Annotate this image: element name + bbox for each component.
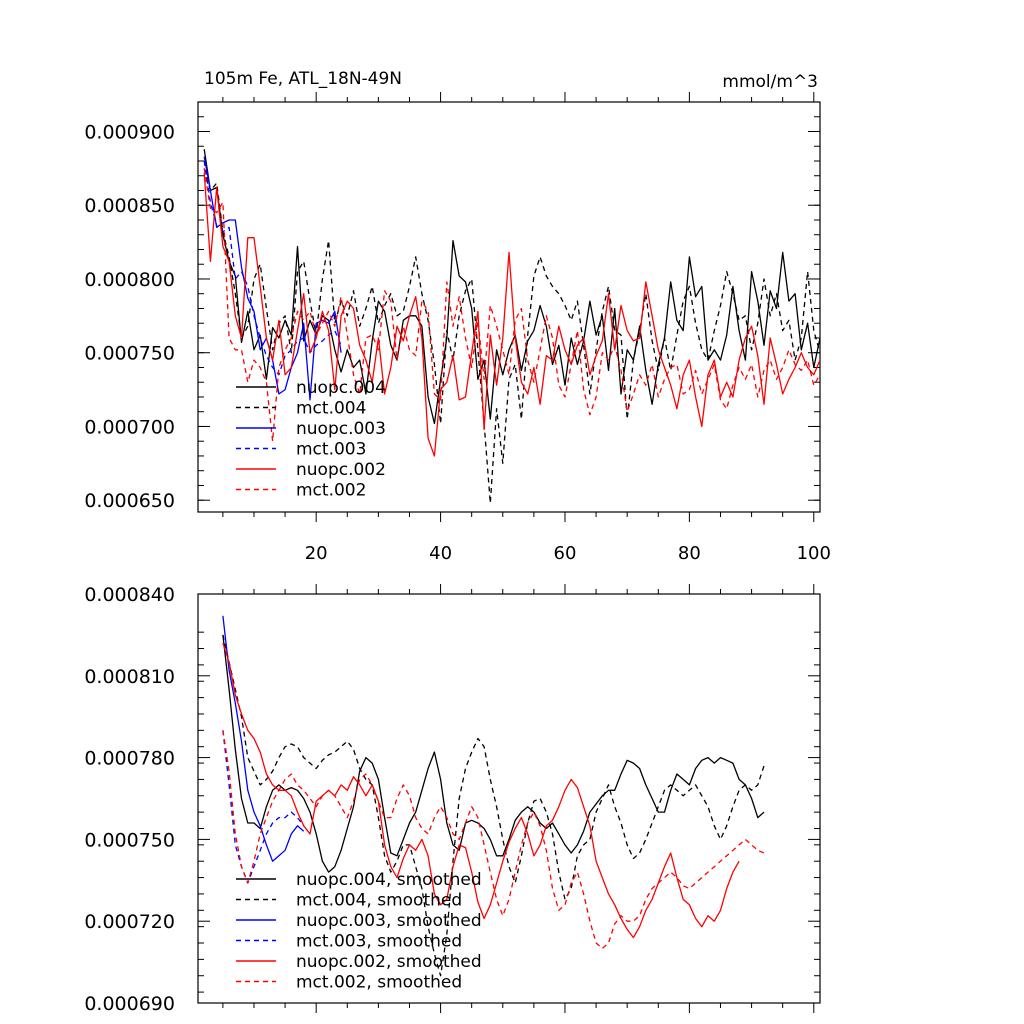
legend-label: nuopc.004 xyxy=(296,378,386,398)
legend-label: mct.003, smoothed xyxy=(296,932,462,952)
legend-label: mct.004 xyxy=(296,399,366,419)
y-tick-label: 0.000900 xyxy=(84,121,175,143)
series-group xyxy=(203,149,820,504)
legend: nuopc.004mct.004nuopc.003mct.003nuopc.00… xyxy=(236,378,386,501)
series-line-mct-002 xyxy=(203,168,820,442)
x-tick-label: 60 xyxy=(554,543,577,564)
legend-label: nuopc.002, smoothed xyxy=(296,952,482,972)
series-line-nuopc-002 xyxy=(203,172,820,457)
y-tick-label: 0.000750 xyxy=(84,343,175,365)
series-line-mct-003 xyxy=(203,160,342,376)
legend-label: nuopc.004, smoothed xyxy=(296,870,482,890)
y-tick-label: 0.000690 xyxy=(84,993,175,1015)
x-tick-label: 80 xyxy=(678,543,701,564)
y-tick-label: 0.000650 xyxy=(84,490,175,512)
y-tick-label: 0.000750 xyxy=(84,829,175,851)
series-line-mct-003-smoothed xyxy=(222,730,305,884)
legend-label: nuopc.002 xyxy=(296,460,386,480)
legend-label: mct.002 xyxy=(296,481,366,501)
x-tick-label: 40 xyxy=(429,543,452,564)
legend-label: nuopc.003 xyxy=(296,419,386,439)
y-tick-label: 0.000720 xyxy=(84,911,175,933)
plot-frame xyxy=(197,593,821,1004)
y-tick-label: 0.000780 xyxy=(84,748,175,770)
series-line-nuopc-002-smoothed xyxy=(222,642,740,939)
y-tick-label: 0.000700 xyxy=(84,416,175,438)
x-tick-label: 20 xyxy=(305,543,328,564)
legend-label: mct.004, smoothed xyxy=(296,891,462,911)
series-line-mct-004 xyxy=(203,168,820,504)
bottom-panel: 0.000690 0.000720 0.000750 0.000780 0.000810… xyxy=(84,584,821,1015)
y-tick-label: 0.000810 xyxy=(84,666,175,688)
x-tick-label: 100 xyxy=(797,543,831,564)
series-group xyxy=(222,615,765,977)
legend-label: mct.003 xyxy=(296,440,366,460)
series-line-nuopc-004-smoothed xyxy=(222,634,765,873)
legend-label: mct.002, smoothed xyxy=(296,973,462,993)
legend-label: nuopc.003, smoothed xyxy=(296,911,482,931)
y-tick-label: 0.000850 xyxy=(84,195,175,217)
series-line-nuopc-003-smoothed xyxy=(222,615,305,862)
units-label: mmol/m^3 xyxy=(722,72,818,92)
series-line-nuopc-003 xyxy=(203,156,342,401)
y-tick-label: 0.000800 xyxy=(84,269,175,291)
series-line-nuopc-004 xyxy=(203,149,820,425)
plot-frame xyxy=(197,101,821,513)
series-line-mct-002-smoothed xyxy=(222,730,765,950)
y-tick-label: 0.000840 xyxy=(84,584,175,606)
chart-title: 105m Fe, ATL_18N-49N xyxy=(204,69,402,89)
top-panel: 20 40 60 80 100 0.000650 0.000700 0.000750 0.000… xyxy=(84,92,831,564)
